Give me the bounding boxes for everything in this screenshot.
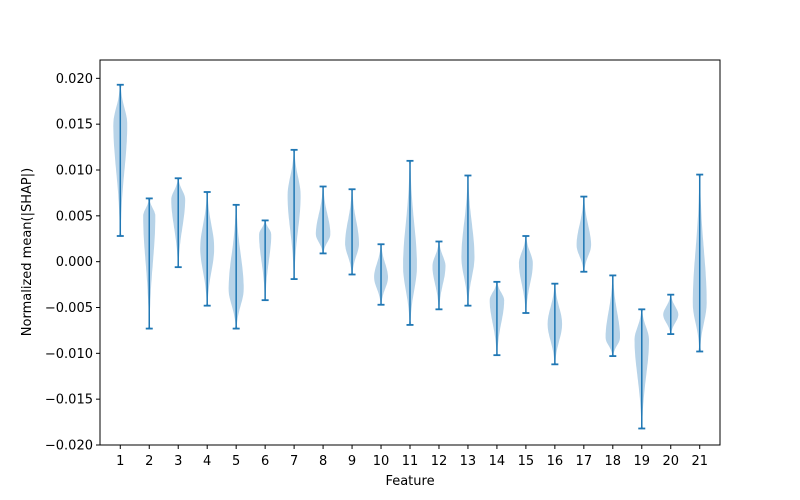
- x-tick-label: 10: [373, 454, 390, 469]
- x-tick-label: 21: [691, 454, 708, 469]
- x-tick-label: 7: [290, 454, 298, 469]
- x-tick-label: 16: [547, 454, 564, 469]
- x-tick-label: 8: [319, 454, 327, 469]
- x-axis-label: Feature: [385, 474, 434, 489]
- x-tick-label: 13: [460, 454, 477, 469]
- x-tick-label: 1: [116, 454, 124, 469]
- y-tick-label: 0.010: [56, 164, 93, 179]
- x-axis: 1 2 3 4 5 6 7 8 9 10 11 12 13 14 15 16 17 18 19 20 21: [116, 445, 708, 469]
- x-tick-label: 3: [174, 454, 182, 469]
- x-tick-label: 2: [145, 454, 153, 469]
- y-tick-label: −0.005: [45, 301, 93, 316]
- x-tick-label: 6: [261, 454, 269, 469]
- x-tick-label: 19: [634, 454, 651, 469]
- x-tick-label: 14: [489, 454, 506, 469]
- violins-layer: [113, 83, 707, 430]
- x-tick-label: 11: [402, 454, 419, 469]
- y-axis-label: Normalized mean(|SHAP|): [20, 168, 35, 336]
- x-tick-label: 5: [232, 454, 240, 469]
- y-tick-label: −0.015: [45, 393, 93, 408]
- y-tick-label: −0.010: [45, 347, 93, 362]
- y-tick-label: −0.020: [45, 439, 93, 454]
- x-tick-label: 9: [348, 454, 356, 469]
- x-tick-label: 17: [576, 454, 593, 469]
- x-tick-label: 12: [431, 454, 448, 469]
- y-tick-label: 0.015: [56, 118, 93, 133]
- x-tick-label: 4: [203, 454, 211, 469]
- y-tick-label: 0.020: [56, 72, 93, 87]
- y-tick-label: 0.005: [56, 209, 93, 224]
- y-axis: −0.020 −0.015 −0.010 −0.005 0.000 0.005 0.010 0…: [45, 72, 100, 454]
- x-tick-label: 15: [518, 454, 535, 469]
- x-tick-label: 20: [662, 454, 679, 469]
- y-tick-label: 0.000: [56, 255, 93, 270]
- x-tick-label: 18: [605, 454, 622, 469]
